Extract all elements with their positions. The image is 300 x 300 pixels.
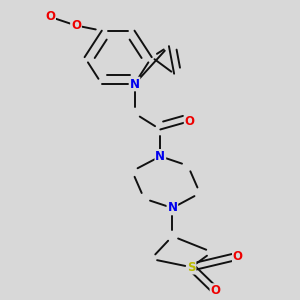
Text: O: O <box>233 250 243 263</box>
Text: S: S <box>187 261 196 274</box>
Text: O: O <box>210 284 220 297</box>
Text: O: O <box>45 11 55 23</box>
Text: N: N <box>155 150 165 163</box>
Text: O: O <box>71 19 81 32</box>
Text: N: N <box>167 202 177 214</box>
Text: N: N <box>130 77 140 91</box>
Text: O: O <box>45 11 55 23</box>
Text: O: O <box>184 115 195 128</box>
